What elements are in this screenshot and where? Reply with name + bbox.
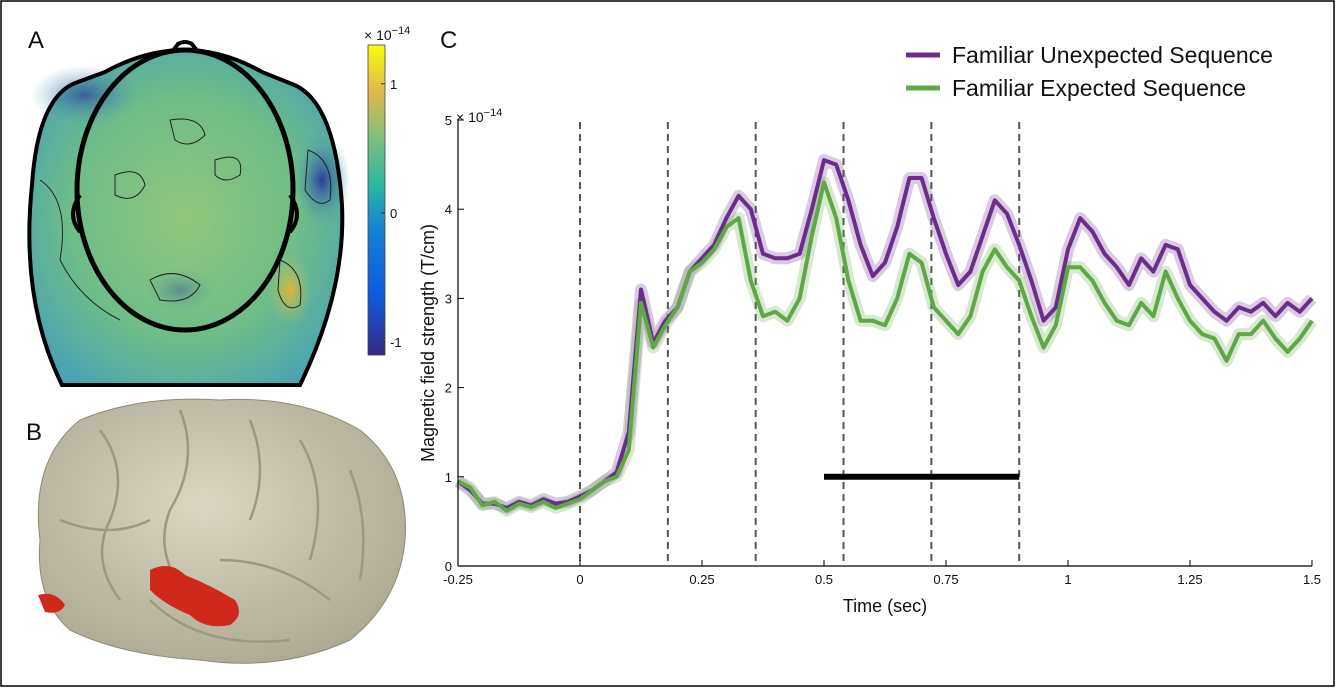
- x-tick-label: 0.5: [815, 572, 833, 587]
- colorbar: [367, 44, 386, 356]
- head-outline: [74, 47, 296, 333]
- x-axis-label: Time (sec): [843, 596, 927, 616]
- brain-render: [37, 398, 406, 664]
- topomap: [27, 40, 386, 387]
- brain-surface: [37, 398, 406, 664]
- panel-label: A: [28, 27, 44, 54]
- ear: [288, 193, 299, 234]
- topo-surface: [29, 50, 343, 385]
- legend-label: Familiar Unexpected Sequence: [952, 42, 1273, 68]
- x-tick-label: 1.25: [1177, 572, 1202, 587]
- y-tick-label: 4: [445, 202, 452, 217]
- y-tick-label: 1: [445, 470, 452, 485]
- exponent-label: × 10−14: [456, 107, 502, 125]
- panel-label: B: [26, 419, 42, 446]
- topo-blob: [145, 268, 215, 312]
- ear: [71, 193, 82, 234]
- activation: [150, 566, 239, 627]
- series-line: [457, 180, 1314, 513]
- x-tick-label: 0: [576, 572, 583, 587]
- y-tick-label: 2: [445, 381, 452, 396]
- exponent-base: × 10: [456, 109, 484, 125]
- topo-contours: [39, 118, 332, 321]
- x-tick-label: 0.75: [933, 572, 958, 587]
- y-axis-label: Magnetic field strength (T/cm): [418, 224, 438, 462]
- colorbar-tick-label: 0: [390, 206, 397, 221]
- exponent-label: × 10−14: [364, 25, 410, 43]
- activation: [38, 593, 65, 613]
- x-tick-label: 0.25: [689, 572, 714, 587]
- x-tick-label: 1: [1064, 572, 1071, 587]
- y-tick-label: 5: [445, 113, 452, 128]
- legend-label: Familiar Expected Sequence: [952, 75, 1246, 101]
- exponent-power: −14: [392, 25, 411, 37]
- x-tick-label: 1.5: [1303, 572, 1321, 587]
- y-tick-label: 3: [445, 291, 452, 306]
- topo-blob: [30, 65, 140, 125]
- x-tick-label: -0.25: [443, 572, 473, 587]
- topo-outline: [27, 48, 345, 387]
- y-tick-label: 0: [445, 559, 452, 574]
- colorbar-tick-label: 1: [390, 77, 397, 92]
- exponent-base: × 10: [364, 27, 392, 43]
- exponent-power: −14: [484, 107, 503, 119]
- nose: [170, 40, 200, 54]
- colorbar-tick-label: -1: [390, 335, 402, 350]
- panel-label: C: [440, 27, 457, 54]
